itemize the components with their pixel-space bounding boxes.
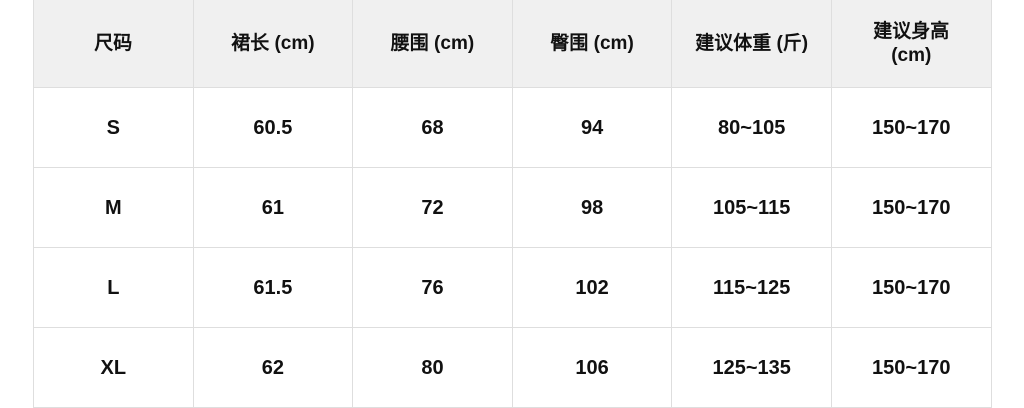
header-hip: 臀围 (cm) xyxy=(511,0,673,88)
cell-weight: 115~125 xyxy=(671,247,832,328)
cell-weight: 125~135 xyxy=(671,327,832,408)
header-weight: 建议体重 (斤) xyxy=(671,0,832,88)
cell-hip: 98 xyxy=(511,167,673,248)
cell-height: 150~170 xyxy=(830,87,992,168)
cell-height: 150~170 xyxy=(830,247,992,328)
table-row: L 61.5 76 102 115~125 150~170 xyxy=(33,247,992,328)
cell-height: 150~170 xyxy=(830,327,992,408)
cell-waist: 72 xyxy=(352,167,513,248)
cell-size: M xyxy=(33,167,194,248)
table-row: XL 62 80 106 125~135 150~170 xyxy=(33,327,992,408)
header-height: 建议身高 (cm) xyxy=(830,0,992,88)
table-row: S 60.5 68 94 80~105 150~170 xyxy=(33,87,992,168)
cell-size: L xyxy=(33,247,194,328)
cell-waist: 68 xyxy=(352,87,513,168)
cell-weight: 105~115 xyxy=(671,167,832,248)
cell-skirt-length: 61.5 xyxy=(192,247,354,328)
cell-hip: 102 xyxy=(511,247,673,328)
header-skirt-length: 裙长 (cm) xyxy=(192,0,354,88)
header-waist: 腰围 (cm) xyxy=(352,0,513,88)
cell-skirt-length: 60.5 xyxy=(192,87,354,168)
header-row: 尺码 裙长 (cm) 腰围 (cm) 臀围 (cm) 建议体重 (斤) 建议身高… xyxy=(33,0,992,88)
cell-weight: 80~105 xyxy=(671,87,832,168)
cell-skirt-length: 61 xyxy=(192,167,354,248)
table-row: M 61 72 98 105~115 150~170 xyxy=(33,167,992,248)
cell-hip: 106 xyxy=(511,327,673,408)
cell-waist: 80 xyxy=(352,327,513,408)
cell-waist: 76 xyxy=(352,247,513,328)
cell-size: S xyxy=(33,87,194,168)
header-size: 尺码 xyxy=(33,0,194,88)
size-chart-table: 尺码 裙长 (cm) 腰围 (cm) 臀围 (cm) 建议体重 (斤) 建议身高… xyxy=(33,0,992,408)
cell-hip: 94 xyxy=(511,87,673,168)
cell-skirt-length: 62 xyxy=(192,327,354,408)
cell-height: 150~170 xyxy=(830,167,992,248)
cell-size: XL xyxy=(33,327,194,408)
